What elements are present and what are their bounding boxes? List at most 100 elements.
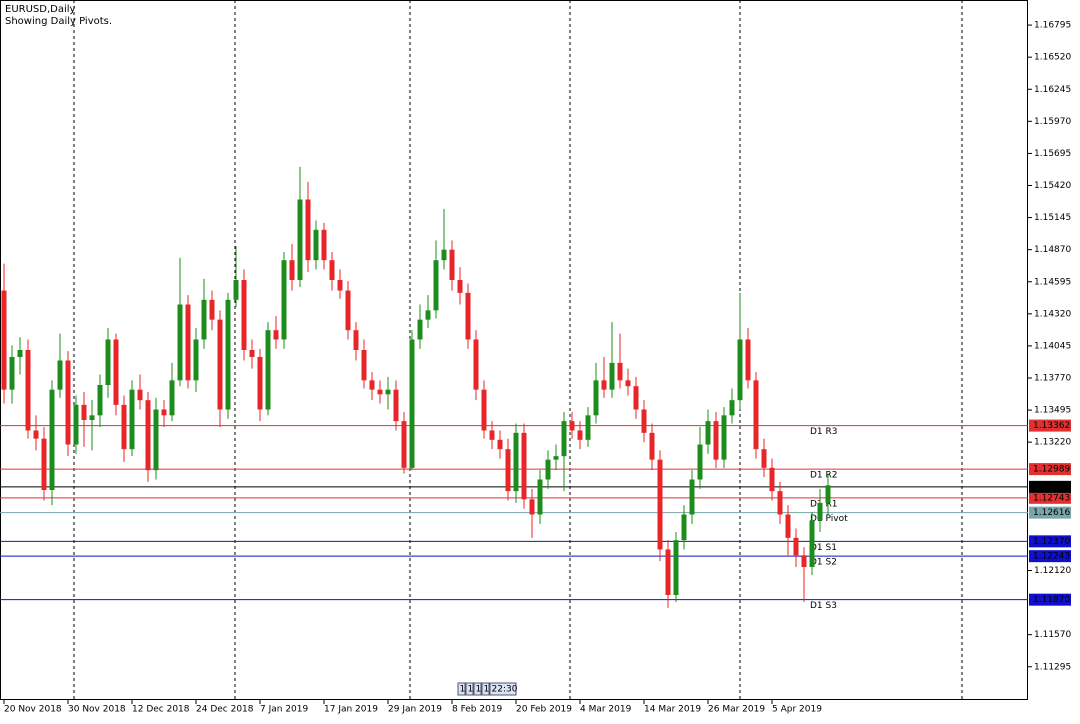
candle-body (409, 339, 415, 468)
candle-body (481, 389, 487, 431)
candle-body (369, 380, 375, 390)
candle-body (617, 362, 623, 381)
current-price-label: 1.12837 (1033, 482, 1070, 492)
price-box-label: 1.12989 (1033, 465, 1070, 475)
candle-body (281, 260, 287, 340)
x-tick-label: 20 Nov 2018 (4, 705, 62, 715)
chart-subtitle: Showing Daily Pivots. (5, 16, 112, 27)
candle-body (537, 479, 543, 515)
scroll-box (473, 682, 482, 696)
candle-body (321, 229, 327, 261)
y-tick-label: 1.14320 (1034, 309, 1071, 319)
candle-body (609, 362, 615, 390)
candle-body (649, 432, 655, 460)
price-box-label: 1.12743 (1033, 493, 1070, 503)
price-box (1029, 550, 1071, 563)
x-tick-label: 8 Feb 2019 (452, 705, 503, 715)
x-tick-label: 17 Jan 2019 (324, 705, 378, 715)
candle-body (385, 389, 391, 395)
y-tick-label: 1.13495 (1034, 406, 1071, 416)
candle-body (81, 404, 87, 420)
price-box-label: 1.12370 (1033, 537, 1070, 547)
candle-body (129, 389, 135, 450)
candle-body (401, 421, 407, 468)
candle-body (73, 404, 79, 445)
price-box (1029, 535, 1071, 548)
candle-body (673, 540, 679, 595)
x-tick-label: 20 Feb 2019 (516, 705, 572, 715)
scroll-label: 1 (468, 685, 474, 695)
y-tick-label: 1.15695 (1034, 149, 1071, 159)
y-tick-label: 1.15420 (1034, 181, 1071, 191)
y-tick-label: 1.14595 (1034, 277, 1071, 287)
candle-body (417, 319, 423, 340)
candle-body (689, 479, 695, 515)
candle-body (745, 339, 751, 381)
scroll-label: 1 (484, 685, 490, 695)
candle-body (601, 380, 607, 390)
candle-body (65, 360, 71, 445)
x-tick-label: 30 Nov 2018 (68, 705, 126, 715)
y-tick-label: 1.15970 (1034, 117, 1071, 127)
candle-body (241, 280, 247, 350)
candle-body (345, 290, 351, 331)
candle-body (761, 449, 767, 468)
candle-body (465, 292, 471, 340)
x-tick-label: 12 Dec 2018 (132, 705, 190, 715)
candle-body (729, 400, 735, 416)
candle-body (713, 421, 719, 460)
candle-body (329, 260, 335, 280)
candle-body (289, 260, 295, 280)
candle-body (433, 260, 439, 311)
y-tick-label: 1.16795 (1034, 21, 1071, 31)
candle-body (657, 459, 663, 550)
x-tick-label: 5 Apr 2019 (772, 705, 822, 715)
candle-body (9, 357, 15, 390)
chart-title: EURUSD,Daily (5, 4, 76, 15)
candle-body (1, 290, 7, 390)
candle-body (169, 380, 175, 416)
candle-body (297, 199, 303, 280)
scroll-label: 22:30 (492, 685, 518, 695)
candle-body (153, 409, 159, 471)
candle-body (561, 421, 567, 457)
price-box (1029, 419, 1071, 432)
candle-body (377, 389, 383, 395)
candle-body (313, 229, 319, 261)
candle-body (737, 339, 743, 401)
y-tick-label: 1.11570 (1034, 630, 1071, 640)
scroll-box (457, 682, 466, 696)
candle-body (529, 499, 535, 515)
candle-body (449, 249, 455, 280)
candle-body (25, 350, 31, 431)
candle-body (705, 421, 711, 445)
candle-body (817, 502, 823, 521)
candle-body (473, 339, 479, 390)
candle-body (777, 491, 783, 515)
candle-body (681, 514, 687, 541)
candle-body (105, 339, 111, 385)
price-box-label: 1.13362 (1033, 421, 1070, 431)
candle-body (545, 459, 551, 480)
y-tick-label: 1.16245 (1034, 85, 1071, 95)
x-tick-label: 29 Jan 2019 (388, 705, 442, 715)
pivot-name: D1 Pivot (810, 514, 848, 524)
candle-body (633, 386, 639, 410)
scroll-box (481, 682, 490, 696)
candle-body (441, 249, 447, 261)
price-box (1029, 593, 1071, 606)
candle-body (505, 449, 511, 492)
candle-body (201, 299, 207, 340)
x-tick-label: 7 Jan 2019 (260, 705, 308, 715)
y-tick-label: 1.14870 (1034, 245, 1071, 255)
candle-body (17, 350, 23, 357)
candle-body (785, 514, 791, 538)
candle-body (809, 520, 815, 567)
candle-body (425, 310, 431, 320)
candle-body (41, 438, 47, 490)
y-tick-label: 1.12120 (1034, 566, 1071, 576)
x-tick-label: 24 Dec 2018 (196, 705, 254, 715)
y-tick-label: 1.11295 (1034, 662, 1071, 672)
pivot-name: D1 R2 (810, 471, 838, 481)
